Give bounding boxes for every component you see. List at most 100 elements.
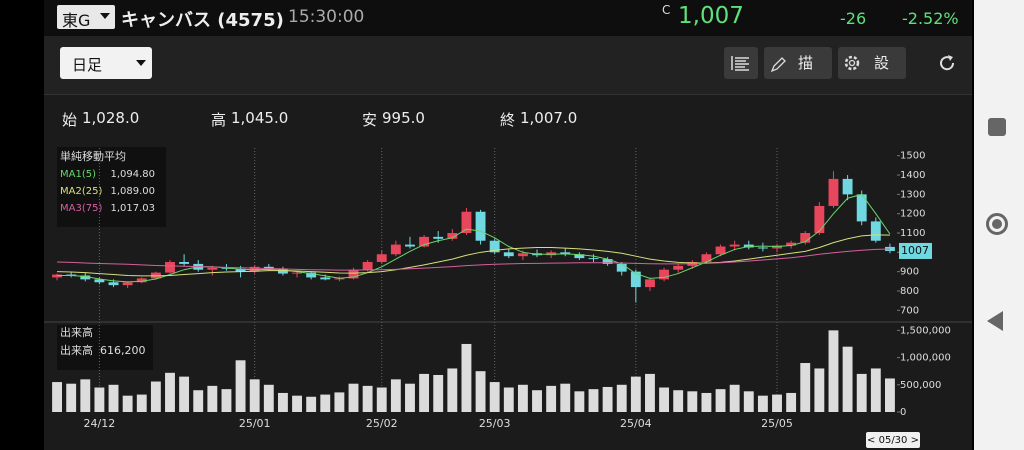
time: 15:30:00 [288, 7, 365, 27]
candle-body [715, 246, 726, 255]
volume-bar [489, 382, 500, 412]
ma-line [57, 193, 891, 283]
volume-bar [503, 387, 514, 412]
volume-bar [743, 391, 754, 412]
home[interactable] [986, 213, 1008, 235]
volume-bar [94, 387, 105, 412]
volume-bar [306, 396, 317, 412]
volume-bar [447, 368, 458, 412]
candle-body [136, 278, 147, 283]
pencil-icon [770, 57, 786, 73]
x-tick-label: 25/01 [239, 417, 271, 430]
candle-body [842, 178, 853, 195]
date-nav-box[interactable] [866, 432, 920, 448]
candle-body [814, 205, 825, 233]
back[interactable] [987, 311, 1005, 331]
candle-body [659, 269, 670, 280]
candle-body [856, 194, 867, 222]
dropdown-icon [100, 13, 110, 19]
list-button[interactable] [724, 47, 758, 79]
candle-body [122, 282, 133, 286]
candle-body [362, 261, 373, 270]
volume-bar [786, 392, 797, 412]
market[interactable]: 東G [62, 11, 91, 30]
volume-bar [122, 395, 133, 412]
candle-body [94, 279, 105, 283]
candle-body [447, 233, 458, 239]
candle-body [503, 252, 514, 257]
volume-bar [390, 379, 401, 412]
volume-bar [757, 395, 768, 412]
legend-label: MA2(25) [60, 186, 102, 197]
ma-line [57, 248, 890, 271]
volume-bar [517, 384, 528, 412]
legend-label: MA3(75) [60, 203, 102, 214]
candle-body [292, 272, 302, 274]
candle-body [433, 236, 444, 239]
candle-body [828, 178, 839, 206]
candle-body [602, 259, 613, 264]
candle-body [489, 240, 500, 253]
candle-body [517, 253, 528, 257]
volume-bar [673, 390, 684, 412]
system-nav [974, 0, 1024, 450]
ohlc-label: 安 [362, 111, 378, 129]
volume-legend-name: 出来高 [60, 343, 93, 357]
candle-body [729, 244, 740, 247]
draw-button[interactable]: 描画 [764, 47, 832, 79]
date-nav[interactable]: < 05/30 > [867, 435, 919, 446]
volume-bar [729, 384, 740, 412]
header-bar [44, 0, 972, 36]
candle-body [207, 267, 218, 270]
volume-bar [630, 376, 641, 412]
change-pct: -2.52% [902, 9, 959, 28]
period[interactable]: 日足 [72, 56, 103, 74]
volume-bar [193, 390, 204, 412]
y-tick-label: 700 [900, 305, 919, 316]
refresh-icon[interactable] [937, 53, 957, 73]
candle-body [348, 269, 359, 279]
volume-bar [150, 381, 161, 412]
volume-bar [574, 391, 585, 412]
volume-bar [659, 387, 670, 412]
volume-bar [433, 374, 444, 412]
legend-value: 1,017.03 [110, 203, 155, 214]
ohlc-value: 1,045.0 [231, 109, 289, 127]
x-tick-label: 25/02 [366, 417, 398, 430]
candle-body [616, 263, 627, 272]
dropdown-icon [136, 60, 146, 66]
recent-apps[interactable] [988, 118, 1006, 136]
volume-bar [207, 385, 218, 412]
ohlc-label: 終 [500, 111, 516, 129]
legend-value: 1,089.00 [110, 186, 155, 197]
settings-label[interactable]: 設定 [874, 54, 890, 79]
price: 1,007 [678, 3, 744, 29]
volume-bar [814, 368, 825, 412]
volume-bar [885, 378, 895, 412]
ma-legend-box [57, 147, 166, 227]
candle-body [165, 261, 175, 273]
v-tick-label: 1,000,000 [900, 353, 951, 364]
legend-label: MA1(5) [60, 169, 96, 180]
candle-body [645, 279, 655, 288]
draw-label[interactable]: 描画 [798, 54, 814, 79]
volume-bar [588, 389, 599, 412]
volume-bar [249, 379, 260, 412]
candle-body [179, 261, 190, 264]
volume-bar [870, 368, 881, 412]
candle-body [263, 266, 274, 269]
stock-name: キャンバス (4575) [121, 10, 284, 31]
y-tick-label: 900 [900, 267, 919, 278]
ohlc-label: 始 [62, 111, 78, 129]
volume-bar [80, 379, 91, 412]
volume-bar [235, 360, 246, 412]
period-select[interactable] [60, 47, 152, 79]
x-tick-label: 25/04 [620, 417, 652, 430]
candle-body [475, 211, 486, 241]
volume-bar [715, 389, 726, 412]
candle-body [574, 254, 585, 259]
volume-bar [687, 391, 698, 412]
change: -26 [840, 9, 867, 28]
